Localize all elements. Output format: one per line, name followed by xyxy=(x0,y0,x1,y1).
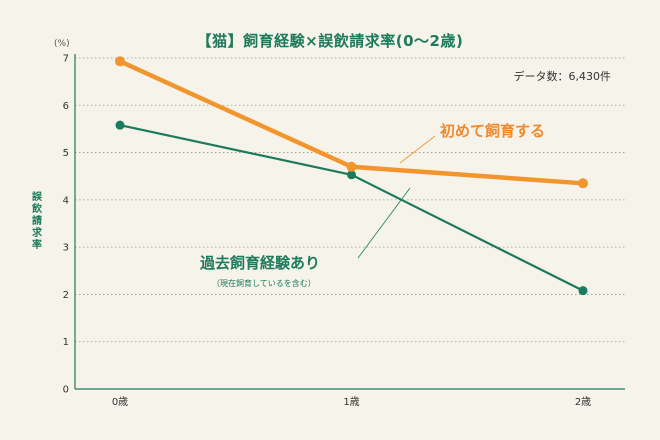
y-tick-label: 7 xyxy=(63,54,69,65)
leader-line-first xyxy=(399,135,436,164)
y-unit-label: (%) xyxy=(54,39,70,49)
series-sublabel-past: （現在飼育しているを含む） xyxy=(212,278,316,288)
data-point-past xyxy=(578,286,588,296)
y-axis-label-char: 率 xyxy=(32,238,42,251)
data-point-past xyxy=(115,120,125,130)
x-tick-label: 2歳 xyxy=(575,396,591,408)
data-point-first xyxy=(115,56,125,67)
data-point-past xyxy=(347,170,356,180)
x-tick-label: 0歳 xyxy=(112,396,128,408)
y-axis-label-char: 請 xyxy=(32,214,42,227)
data-point-first xyxy=(578,178,588,189)
y-axis-label-char: 飲 xyxy=(31,202,43,215)
y-tick-label: 3 xyxy=(63,243,69,254)
x-tick-label: 1歳 xyxy=(343,396,359,408)
y-tick-label: 4 xyxy=(63,195,69,206)
y-tick-label: 1 xyxy=(63,337,69,348)
y-tick-label: 6 xyxy=(63,101,69,112)
series-label-past: 過去飼育経験あり xyxy=(199,254,320,272)
chart-title: 【猫】飼育経験×誤飲請求率(0〜2歳) xyxy=(196,32,464,50)
series-line-past xyxy=(119,124,584,292)
y-axis-label-char: 誤 xyxy=(32,190,43,203)
data-point-first xyxy=(346,161,357,172)
y-tick-label: 0 xyxy=(63,385,69,396)
y-axis-label-char: 求 xyxy=(32,226,43,239)
y-tick-label: 2 xyxy=(63,290,69,301)
y-tick-label: 5 xyxy=(63,148,69,159)
series-label-first: 初めて飼育する xyxy=(440,122,545,140)
data-count-note: データ数：6,430件 xyxy=(514,69,612,83)
